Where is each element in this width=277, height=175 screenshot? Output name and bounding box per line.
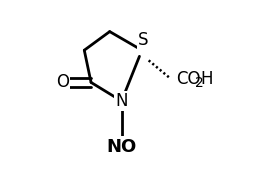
Text: H: H <box>200 70 213 88</box>
Text: O: O <box>56 74 69 91</box>
Text: CO: CO <box>176 70 200 88</box>
Text: S: S <box>138 31 149 49</box>
Text: 2: 2 <box>195 76 204 90</box>
Text: NO: NO <box>106 138 137 156</box>
Text: N: N <box>115 92 128 110</box>
